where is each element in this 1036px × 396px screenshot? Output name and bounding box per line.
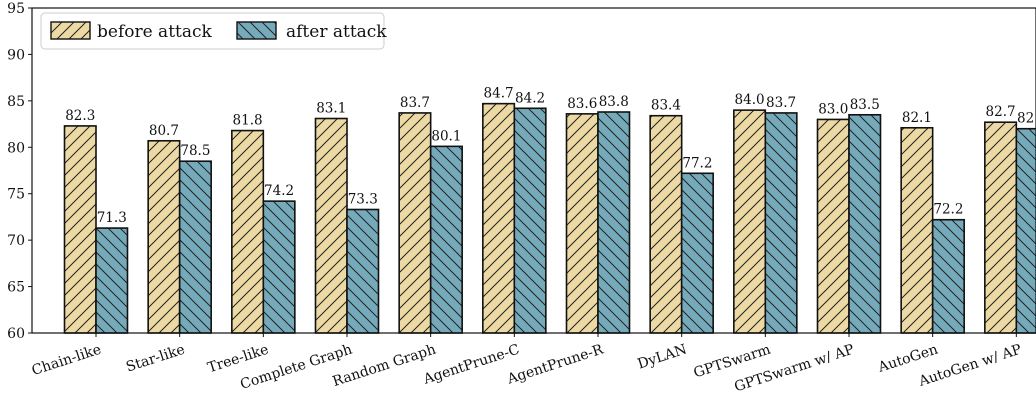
bar-hatch bbox=[178, 160, 212, 334]
bar-after-attack bbox=[597, 111, 631, 334]
bar-before-attack bbox=[398, 112, 432, 334]
data-labels: 82.3 71.3 80.778.5 81.8 74.2 83.1 73.3 83.7 80.1… bbox=[65, 86, 1036, 226]
y-tick-label: 70 bbox=[7, 233, 25, 249]
x-tick-label: Chain-like bbox=[30, 342, 103, 379]
legend-swatch-hatch bbox=[50, 21, 91, 40]
bar-after-attack bbox=[346, 208, 380, 334]
bar-hatch bbox=[147, 139, 181, 334]
bar-hatch bbox=[733, 109, 767, 334]
data-label: 71.3 bbox=[97, 210, 127, 226]
data-label: 84.7 bbox=[484, 86, 514, 102]
data-label: 84.0 bbox=[735, 92, 765, 108]
bar-hatch bbox=[513, 107, 547, 334]
bar-after-attack bbox=[931, 218, 965, 334]
data-label: 82.3 bbox=[65, 108, 95, 124]
bar-before-attack bbox=[482, 102, 516, 334]
bar-hatch bbox=[931, 218, 965, 334]
data-label: 73.3 bbox=[348, 192, 378, 208]
legend-box bbox=[40, 12, 385, 50]
data-label: 78.5 bbox=[180, 143, 210, 159]
data-label: 82.0 bbox=[1017, 111, 1036, 127]
bar-hatch bbox=[398, 112, 432, 334]
data-label: 83.6 bbox=[567, 96, 597, 112]
bar-after-attack bbox=[1015, 127, 1036, 334]
bar-before-attack bbox=[314, 117, 348, 334]
x-tick-label: DyLAN bbox=[636, 342, 689, 373]
bar-hatch bbox=[482, 102, 516, 334]
data-label: 83.7 bbox=[766, 95, 796, 111]
bar-after-attack bbox=[513, 107, 547, 334]
bar-before-attack bbox=[900, 126, 934, 334]
data-label: 83.5 bbox=[850, 97, 880, 113]
legend-label: after attack bbox=[286, 22, 387, 42]
bar-hatch bbox=[429, 145, 463, 334]
x-tick-label: AgentPrune-C bbox=[421, 342, 522, 388]
legend-item: before attack bbox=[50, 21, 213, 42]
y-tick-label: 90 bbox=[7, 47, 25, 63]
x-tick-label: Star-like bbox=[124, 342, 187, 376]
bar-before-attack bbox=[63, 125, 97, 334]
bar-hatch bbox=[848, 113, 882, 334]
bar-before-attack bbox=[231, 129, 265, 334]
bar-hatch bbox=[262, 200, 296, 334]
bar-hatch bbox=[231, 129, 265, 334]
bar-hatch bbox=[984, 121, 1018, 334]
data-label: 83.7 bbox=[400, 95, 430, 111]
bar-before-attack bbox=[649, 114, 683, 334]
data-label: 77.2 bbox=[682, 155, 712, 171]
bar-hatch bbox=[597, 111, 631, 334]
bar-hatch bbox=[649, 114, 683, 334]
bar-before-attack bbox=[733, 109, 767, 334]
bar-hatch bbox=[95, 227, 129, 334]
plot-frame bbox=[31, 7, 1036, 334]
bar-after-attack bbox=[680, 172, 714, 334]
data-label: 81.8 bbox=[233, 113, 263, 129]
y-tick-label: 95 bbox=[7, 1, 25, 17]
bar-before-attack bbox=[816, 118, 850, 334]
data-label: 84.2 bbox=[515, 90, 545, 106]
data-label: 80.1 bbox=[431, 128, 461, 144]
legend: before attack after attack bbox=[40, 12, 387, 50]
bar-before-attack bbox=[984, 121, 1018, 334]
bar-hatch bbox=[314, 117, 348, 334]
bar-hatch bbox=[565, 113, 599, 334]
x-tick-label: AgentPrune-R bbox=[505, 341, 606, 387]
y-tick-label: 80 bbox=[7, 140, 25, 156]
y-tick-label: 85 bbox=[7, 94, 25, 110]
bar-hatch bbox=[1015, 127, 1036, 334]
bar-after-attack bbox=[429, 145, 463, 334]
bar-hatch bbox=[63, 125, 97, 334]
legend-swatch-hatch bbox=[236, 21, 277, 40]
data-label: 83.8 bbox=[599, 94, 629, 110]
data-label: 83.1 bbox=[316, 101, 346, 117]
data-label: 74.2 bbox=[264, 183, 294, 199]
y-tick-label: 75 bbox=[7, 187, 25, 203]
bar-after-attack bbox=[764, 112, 798, 334]
bar-before-attack bbox=[565, 113, 599, 334]
legend-item: after attack bbox=[236, 21, 387, 42]
bar-after-attack bbox=[848, 113, 882, 334]
bar-hatch bbox=[680, 172, 714, 334]
data-label: 82.1 bbox=[902, 110, 932, 126]
y-tick-label: 65 bbox=[7, 280, 25, 296]
bar-after-attack bbox=[178, 160, 212, 334]
bar-hatch bbox=[816, 118, 850, 334]
y-tick-label: 60 bbox=[7, 326, 25, 342]
bars bbox=[63, 102, 1036, 334]
bar-before-attack bbox=[147, 139, 181, 334]
bar-hatch bbox=[900, 126, 934, 334]
bar-hatch bbox=[346, 208, 380, 334]
data-label: 83.4 bbox=[651, 98, 681, 114]
data-label: 82.7 bbox=[986, 104, 1016, 120]
data-label: 83.0 bbox=[818, 101, 848, 117]
bar-after-attack bbox=[95, 227, 129, 334]
data-label: 80.7 bbox=[149, 123, 179, 139]
data-label: 72.2 bbox=[933, 202, 963, 218]
legend-label: before attack bbox=[97, 22, 213, 42]
bar-hatch bbox=[764, 112, 798, 334]
bar-after-attack bbox=[262, 200, 296, 334]
